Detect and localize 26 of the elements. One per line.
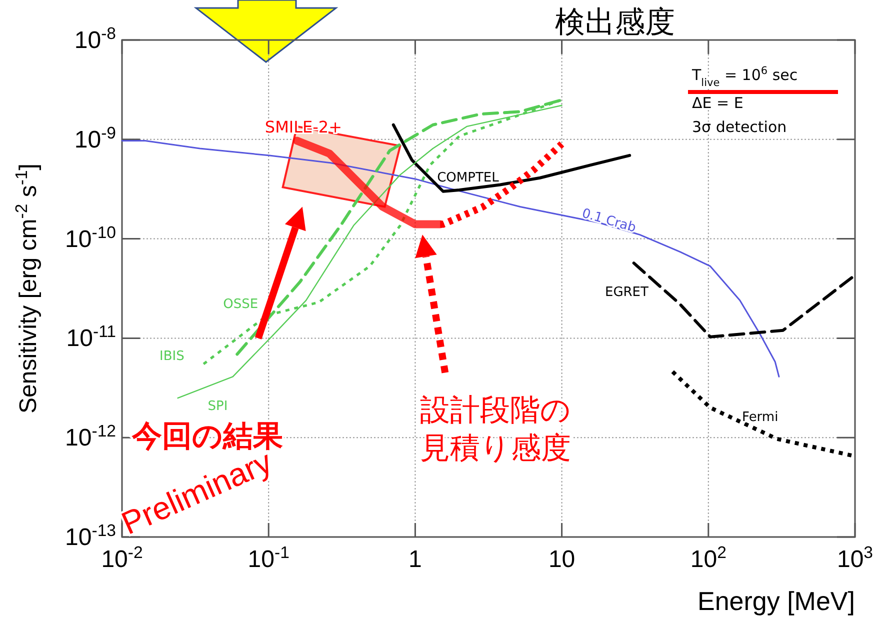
series-label: SMILE-2+ xyxy=(264,118,342,137)
y-tick-label: 10$^{-12}$ xyxy=(65,421,116,452)
annotation: 設計段階の xyxy=(420,394,571,427)
annotation: 見積り感度 xyxy=(420,432,571,465)
x-tick-label: 10$^{2}$ xyxy=(690,542,726,573)
y-tick-label: 10$^{-11}$ xyxy=(66,322,116,352)
x-tick-label: 10$^{-1}$ xyxy=(248,542,290,573)
annotation: 今回の結果 xyxy=(131,420,283,453)
series-label: Fermi xyxy=(742,410,778,425)
y-tick-label: 10$^{-8}$ xyxy=(74,24,116,54)
series-label: IBIS xyxy=(160,349,184,364)
x-axis-title: Energy [MeV] xyxy=(697,586,855,616)
y-tick-label: 10$^{-10}$ xyxy=(65,222,116,253)
x-tick-label: 10 xyxy=(548,546,576,573)
series-label: OSSE xyxy=(223,297,258,312)
x-tick-label: 1 xyxy=(408,546,422,573)
x-tick-label: 10$^{3}$ xyxy=(836,542,874,573)
annotation: T$_{live}$ = 10$^{6}$ sec xyxy=(691,65,798,89)
y-tick-label: 10$^{-9}$ xyxy=(74,122,116,154)
chart-title: 検出感度 xyxy=(555,6,675,39)
series-label: COMPTEL xyxy=(437,170,500,186)
text: 0.1 Crab xyxy=(580,206,638,236)
series-label: SPI xyxy=(208,399,228,414)
annotation: ΔE = E xyxy=(692,94,744,112)
series-label: EGRET xyxy=(604,285,649,300)
annotation: 3σ detection xyxy=(692,118,787,136)
